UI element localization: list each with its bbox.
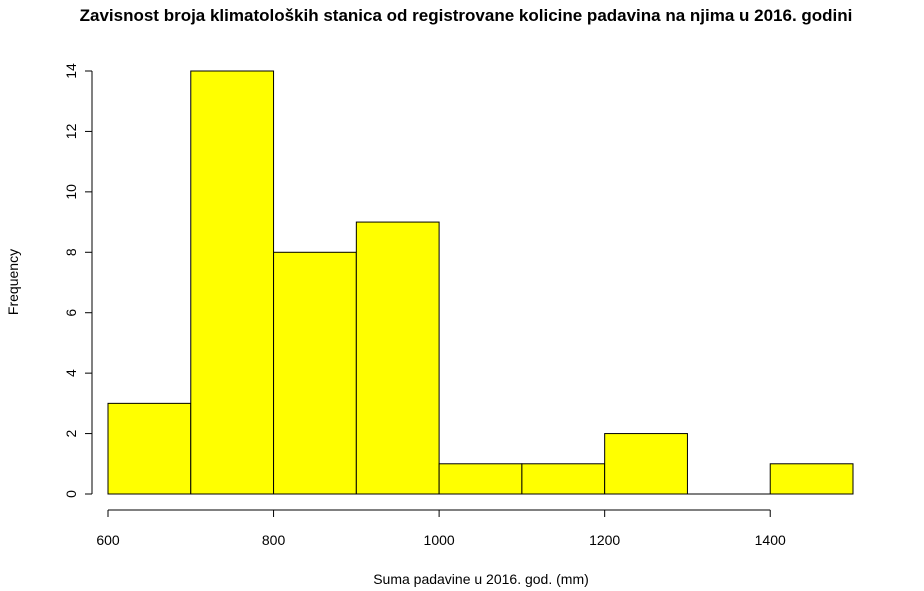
- x-tick-label: 600: [96, 532, 120, 548]
- bars-group: [107, 70, 854, 495]
- y-tick-label: 4: [63, 369, 79, 377]
- histogram-bar-800-900: [273, 251, 357, 495]
- y-tick-label: 2: [63, 429, 79, 437]
- x-axis-label: Suma padavine u 2016. god. (mm): [373, 571, 589, 587]
- histogram-bar-900-1000: [355, 221, 440, 495]
- histogram-bar-700-800: [190, 70, 275, 495]
- histogram-bar-1200-1300: [604, 433, 688, 495]
- histogram-bar-1000-1100: [438, 463, 523, 495]
- y-tick-label: 0: [63, 490, 79, 498]
- x-tick-label: 1400: [755, 532, 786, 548]
- chart-title: Zavisnost broja klimatoloških stanica od…: [80, 6, 853, 25]
- y-tick-label: 14: [63, 63, 79, 79]
- y-tick-label: 10: [63, 184, 79, 200]
- y-tick-label: 6: [63, 309, 79, 317]
- y-axis: 0 2 4 6 8 10 12 14: [63, 63, 93, 498]
- x-tick-label: 800: [262, 532, 286, 548]
- histogram-bar-1400-1500: [769, 463, 854, 495]
- x-tick-label: 1000: [424, 532, 455, 548]
- histogram-bar-600-700: [107, 402, 192, 495]
- y-axis-label: Frequency: [5, 249, 21, 315]
- histogram-bar-1100-1200: [521, 463, 606, 495]
- x-axis: 600 800 1000 1200 1400: [96, 509, 786, 548]
- y-tick-label: 12: [63, 123, 79, 139]
- x-tick-label: 1200: [589, 532, 620, 548]
- y-tick-label: 8: [63, 248, 79, 256]
